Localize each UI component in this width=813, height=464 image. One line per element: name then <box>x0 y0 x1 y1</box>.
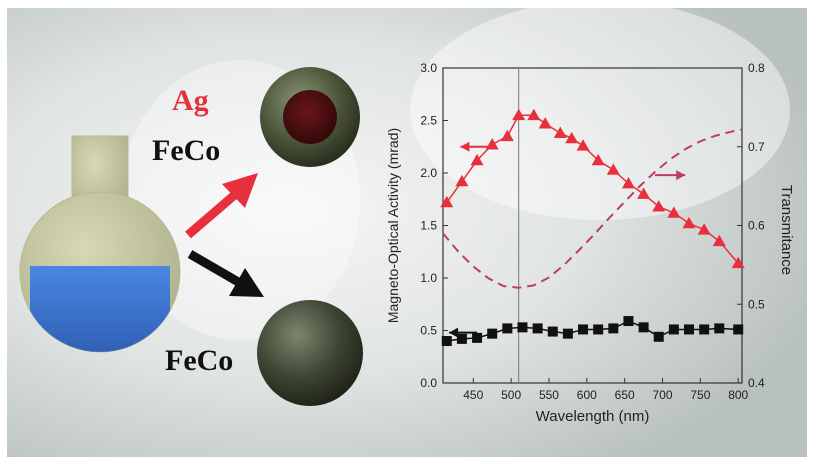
y2-tick-label: 0.5 <box>748 297 765 311</box>
flask-icon <box>19 135 181 353</box>
triangle-point <box>637 187 651 199</box>
square-point <box>684 324 695 335</box>
square-point <box>487 328 498 339</box>
triangle-point <box>538 117 552 129</box>
square-point <box>668 324 679 335</box>
x-tick-label: 800 <box>728 388 748 402</box>
square-point <box>456 333 467 344</box>
x-axis-label: Wavelength (nm) <box>536 408 650 425</box>
square-point <box>441 336 452 346</box>
x-tick-label: 600 <box>577 388 597 402</box>
y-tick-label: 2.5 <box>420 114 437 128</box>
square-point <box>733 324 744 335</box>
silver-core <box>283 90 337 144</box>
y2-axis-label: Transmitance <box>778 185 795 275</box>
square-point <box>714 323 725 334</box>
triangle-point <box>652 200 666 212</box>
triangle-point <box>565 131 579 144</box>
y-tick-label: 2.0 <box>420 166 437 180</box>
feco-bottom-label: FeCo <box>165 344 233 377</box>
square-point <box>623 316 634 327</box>
y2-tick-label: 0.4 <box>748 376 765 390</box>
arrow-head <box>449 327 459 338</box>
ag-label: Ag <box>172 84 209 117</box>
triangle-point <box>440 195 454 208</box>
triangle-point <box>731 256 745 269</box>
y2-tick-label: 0.7 <box>748 140 765 154</box>
triangle-point <box>512 108 526 121</box>
square-point <box>608 323 619 334</box>
y-axis-label: Magneto-Optical Activity (mrad) <box>385 128 401 323</box>
arrow-head <box>460 141 470 152</box>
square-point <box>578 324 589 335</box>
left-axis-arrow-black <box>449 327 478 338</box>
triangle-point <box>500 129 514 142</box>
triangle-point <box>621 177 635 189</box>
square-point <box>547 326 558 337</box>
black-arrow-icon <box>187 250 264 297</box>
x-tick-label: 500 <box>501 388 521 402</box>
feco-top-label: FeCo <box>152 134 220 167</box>
x-tick-label: 750 <box>690 388 710 402</box>
arrow-head <box>676 170 686 181</box>
right-axis-arrow <box>654 170 686 181</box>
y-tick-label: 1.5 <box>420 219 437 233</box>
triangle-point <box>591 153 605 166</box>
chart: 450 500 550 600 650 700 750 800 0.0 0.5 1.0 1.5 2.0 2… <box>385 61 795 425</box>
square-point <box>638 322 649 333</box>
core-shell-nanoparticle <box>260 67 360 167</box>
x-tick-label: 650 <box>615 388 635 402</box>
square-point <box>562 328 573 339</box>
y2-tick-label: 0.8 <box>748 61 765 75</box>
y-tick-label: 0.0 <box>420 376 437 390</box>
y2-tick-label: 0.6 <box>748 219 765 233</box>
triangle-point <box>455 174 469 187</box>
triangle-point <box>527 108 541 121</box>
triangle-point <box>470 153 484 166</box>
triangle-point <box>697 223 711 235</box>
x-tick-label: 450 <box>463 388 483 402</box>
red-arrow-icon <box>185 173 258 239</box>
square-point <box>699 324 710 335</box>
left-axis-arrow-red <box>460 141 489 152</box>
square-point <box>517 322 528 333</box>
feco-nanoparticle <box>257 300 363 406</box>
square-point <box>502 323 513 334</box>
square-point <box>472 332 483 343</box>
square-point <box>653 331 664 342</box>
triangle-point <box>682 216 696 229</box>
triangle-point <box>712 234 726 247</box>
y-tick-label: 1.0 <box>420 271 437 285</box>
square-point <box>532 323 543 334</box>
x-tick-label: 700 <box>653 388 673 402</box>
triangle-point <box>606 163 620 175</box>
y-tick-label: 0.5 <box>420 324 437 338</box>
triangle-point <box>667 206 681 218</box>
triangle-point <box>576 139 590 151</box>
triangle-point <box>485 138 499 150</box>
y-tick-label: 3.0 <box>420 61 437 75</box>
x-tick-label: 550 <box>539 388 559 402</box>
square-point <box>593 324 604 335</box>
triangle-point <box>553 126 567 138</box>
